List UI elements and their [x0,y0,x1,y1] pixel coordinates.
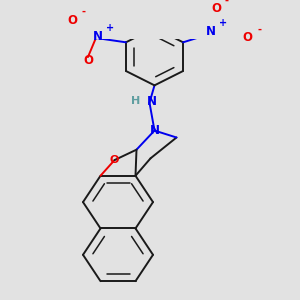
Text: N: N [93,30,103,43]
Text: H: H [131,96,140,106]
Text: +: + [106,23,114,33]
Text: O: O [211,2,221,15]
Text: N: N [149,124,160,137]
Text: -: - [224,0,228,6]
Text: O: O [110,155,119,165]
Text: O: O [242,32,252,44]
Text: N: N [206,26,216,38]
Text: O: O [83,54,93,67]
Text: -: - [82,7,86,17]
Text: -: - [257,24,261,34]
Text: +: + [219,18,227,28]
Text: N: N [146,95,157,108]
Text: O: O [67,14,77,27]
